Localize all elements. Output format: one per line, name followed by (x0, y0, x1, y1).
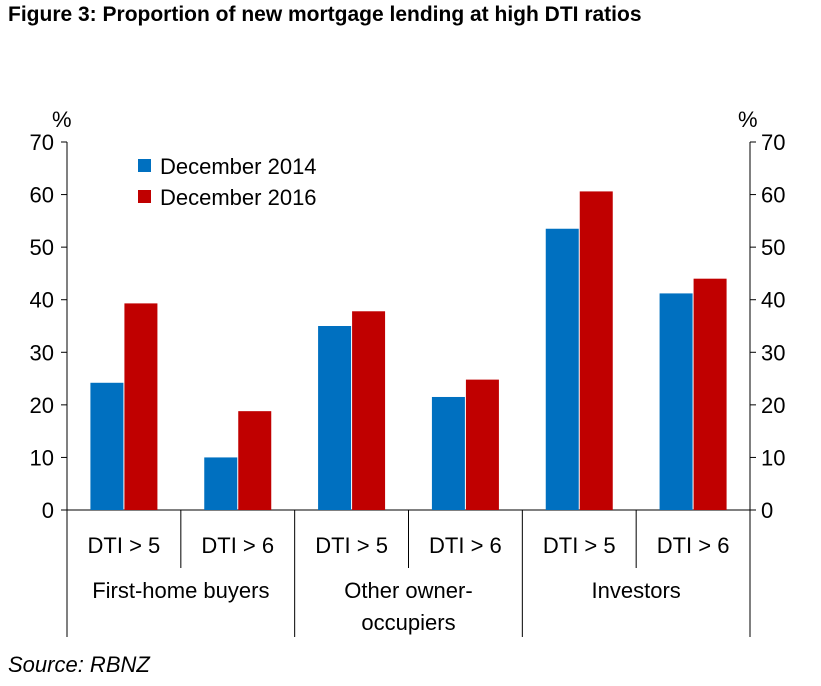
bar-dec2016 (352, 311, 386, 510)
bar-dec2014 (90, 382, 124, 510)
bar-dec2016 (579, 191, 613, 510)
y-tick-label-left: 10 (30, 445, 54, 470)
figure-title: Figure 3: Proportion of new mortgage len… (8, 3, 642, 26)
y-tick-label-left: 0 (42, 498, 54, 523)
group-label: Other owner- (344, 578, 472, 603)
category-label: DTI > 5 (543, 533, 616, 558)
category-label: DTI > 5 (88, 533, 161, 558)
axes (61, 141, 756, 637)
legend: December 2014 December 2016 (138, 154, 317, 210)
legend-swatch (138, 190, 151, 203)
bar-dec2016 (693, 278, 727, 510)
y-tick-label-right: 40 (761, 288, 785, 313)
y-tick-label-right: 10 (761, 445, 785, 470)
y-tick-label-right: 60 (761, 183, 785, 208)
bar-dec2014 (545, 228, 579, 510)
y-tick-label-left: 20 (30, 393, 54, 418)
axis-labels: 0 0 10 10 20 20 30 30 40 40 50 50 60 60 70 70% % DTI > 5 D… (30, 107, 786, 635)
y-tick-label-left: 50 (30, 235, 54, 260)
y-tick-label-right: 20 (761, 393, 785, 418)
y-tick-label-left: 70 (30, 130, 54, 155)
bar-dec2016 (238, 411, 272, 510)
bars (90, 191, 727, 510)
category-label: DTI > 6 (657, 533, 730, 558)
y-tick-label-right: 30 (761, 340, 785, 365)
y-unit-right: % (738, 107, 758, 132)
legend-label: December 2016 (160, 185, 317, 210)
category-label: DTI > 6 (201, 533, 274, 558)
legend-swatch (138, 159, 151, 172)
y-tick-label-right: 0 (761, 498, 773, 523)
group-label: Investors (592, 578, 681, 603)
y-tick-label-right: 70 (761, 130, 785, 155)
source-note: Source: RBNZ (8, 652, 150, 677)
group-label: First-home buyers (92, 578, 269, 603)
bar-dec2016 (465, 379, 499, 510)
y-unit-left: % (52, 107, 72, 132)
y-tick-label-right: 50 (761, 235, 785, 260)
y-tick-label-left: 40 (30, 288, 54, 313)
category-label: DTI > 6 (429, 533, 502, 558)
bar-dec2014 (431, 396, 465, 510)
bar-dec2016 (124, 303, 158, 510)
bar-dec2014 (318, 326, 352, 510)
category-label: DTI > 5 (315, 533, 388, 558)
y-tick-label-left: 60 (30, 183, 54, 208)
legend-label: December 2014 (160, 154, 317, 179)
bar-dec2014 (659, 293, 693, 510)
y-tick-label-left: 30 (30, 340, 54, 365)
bar-dec2014 (204, 457, 238, 510)
group-label: occupiers (361, 610, 455, 635)
